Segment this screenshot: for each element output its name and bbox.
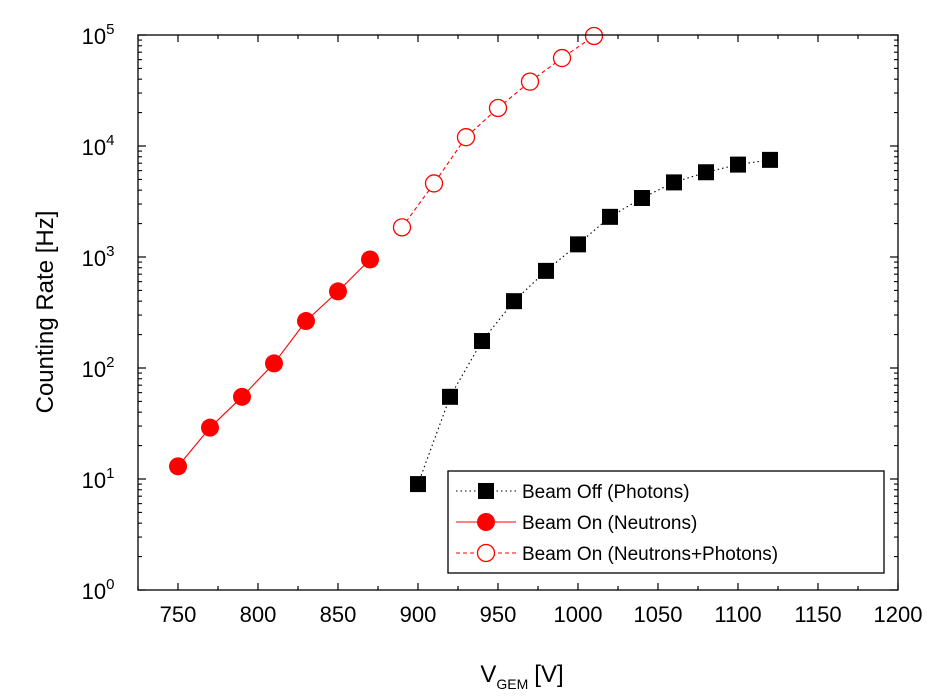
x-tick-label: 1100 (714, 602, 761, 627)
y-tick-label: 103 (82, 243, 115, 271)
x-tick-label: 750 (160, 602, 197, 627)
x-tick-label: 1050 (634, 602, 683, 627)
data-point (201, 418, 219, 437)
data-point (730, 156, 746, 173)
legend-label: Beam On (Neutrons) (522, 513, 697, 534)
data-point (520, 72, 540, 91)
data-point (570, 236, 586, 253)
data-point (474, 333, 490, 350)
x-axis-title-unit: [V] (534, 661, 563, 688)
legend-marker (477, 513, 495, 531)
x-tick-label: 1000 (554, 602, 603, 627)
data-point (506, 293, 522, 310)
x-tick-label: 850 (320, 602, 357, 627)
data-point (410, 476, 426, 493)
data-point (233, 387, 251, 406)
data-point (424, 174, 444, 193)
axes-layer: 750 800 850 900 950 1000 1050 1100 1150 1200 100 10… (82, 21, 923, 627)
y-tick-label: 101 (82, 465, 115, 493)
data-point (442, 388, 458, 405)
y-tick-label: 104 (82, 132, 115, 160)
data-point (169, 457, 187, 476)
data-point (361, 250, 379, 269)
data-point (265, 354, 283, 373)
x-tick-label: 800 (240, 602, 277, 627)
data-point (584, 26, 604, 46)
legend: Beam Off (Photons) Beam On (Neutrons) Beam… (447, 470, 885, 574)
y-tick-label: 102 (82, 354, 115, 382)
data-point (329, 282, 347, 301)
data-point (456, 128, 476, 147)
legend-entry: Beam Off (Photons) (456, 482, 690, 503)
legend-box (447, 470, 885, 574)
legend-entry: Beam On (Neutrons+Photons) (456, 543, 778, 565)
data-point (602, 208, 618, 225)
legend-marker (478, 483, 494, 499)
legend-marker (476, 543, 496, 563)
legend-label: Beam Off (Photons) (522, 482, 690, 503)
y-tick-label: 105 (82, 21, 115, 49)
x-tick-label: 900 (400, 602, 437, 627)
data-point (762, 151, 778, 168)
series-line (417, 159, 771, 485)
data-point (698, 164, 714, 181)
legend-label: Beam On (Neutrons+Photons) (522, 544, 778, 565)
data-point (634, 190, 650, 207)
data-point (538, 262, 554, 279)
plot-frame (137, 34, 899, 591)
data-point (488, 98, 508, 118)
x-tick-label: 1200 (874, 602, 923, 627)
y-tick-label: 100 (82, 576, 115, 604)
data-point (392, 218, 412, 237)
series-layer (169, 26, 778, 493)
series-1 (410, 151, 778, 493)
x-tick-label: 1150 (794, 602, 841, 627)
y-axis-title: Counting Rate [Hz] (32, 211, 59, 414)
data-point (666, 174, 682, 191)
x-axis-title: VGEM [V] (480, 661, 563, 692)
x-axis-title-main: V (480, 661, 496, 688)
data-point (552, 48, 572, 68)
data-point (297, 312, 315, 331)
series-3 (392, 26, 604, 237)
x-axis-title-subscript: GEM (496, 676, 528, 692)
series-2 (169, 250, 379, 476)
x-tick-label: 950 (480, 602, 517, 627)
legend-entry: Beam On (Neutrons) (456, 513, 697, 534)
